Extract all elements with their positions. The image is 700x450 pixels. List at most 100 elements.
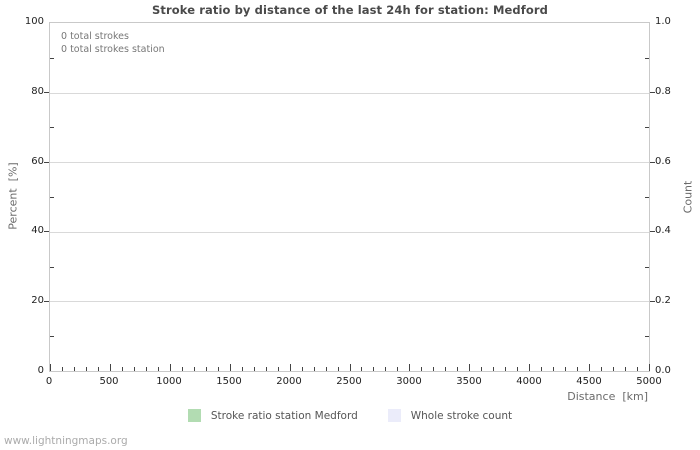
legend-item-0: Stroke ratio station Medford bbox=[187, 409, 358, 422]
x-minor-tick-4100 bbox=[541, 367, 543, 371]
y-left-tick-label-80: 80 bbox=[31, 86, 44, 97]
x-major-tick-1500 bbox=[229, 364, 231, 371]
y-right-tick-label-0.0: 0.0 bbox=[655, 365, 671, 376]
y-left-minor-tick-90 bbox=[50, 58, 54, 59]
y-left-tick-label-100: 100 bbox=[24, 16, 44, 27]
x-minor-tick-3300 bbox=[445, 367, 447, 371]
y-left-tick-label-40: 40 bbox=[31, 225, 44, 236]
legend-swatch-1 bbox=[387, 409, 401, 422]
x-tick-label-0: 0 bbox=[45, 376, 53, 387]
x-minor-tick-2900 bbox=[397, 367, 399, 371]
legend-swatch-0 bbox=[187, 409, 201, 422]
x-minor-tick-400 bbox=[97, 367, 99, 371]
x-minor-tick-3600 bbox=[481, 367, 483, 371]
x-minor-tick-1300 bbox=[205, 367, 207, 371]
chart-legend: Stroke ratio station Medford Whole stroke… bbox=[0, 409, 700, 422]
x-tick-label-4500: 4500 bbox=[576, 376, 602, 387]
watermark-text: www.lightningmaps.org bbox=[4, 435, 128, 447]
y-left-tick-label-20: 20 bbox=[31, 295, 44, 306]
plot-area: 0 total strokes 0 total strokes station bbox=[49, 22, 650, 372]
x-minor-tick-4600 bbox=[601, 367, 603, 371]
x-major-tick-500 bbox=[109, 364, 111, 371]
x-minor-tick-200 bbox=[73, 367, 75, 371]
x-minor-tick-600 bbox=[121, 367, 123, 371]
y-left-minor-tick-50 bbox=[50, 197, 54, 198]
x-minor-tick-4700 bbox=[613, 367, 615, 371]
gridline-80 bbox=[50, 93, 649, 94]
x-tick-label-5000: 5000 bbox=[636, 376, 662, 387]
totals-annotation: 0 total strokes 0 total strokes station bbox=[61, 31, 165, 55]
y-right-tick-label-1.0: 1.0 bbox=[655, 16, 671, 27]
y-left-minor-tick-70 bbox=[50, 127, 54, 128]
x-minor-tick-2700 bbox=[373, 367, 375, 371]
y-right-major-tick-0.8 bbox=[650, 92, 655, 93]
gridline-20 bbox=[50, 301, 649, 302]
x-major-tick-1000 bbox=[169, 364, 171, 371]
x-major-tick-3000 bbox=[409, 364, 411, 371]
y-right-minor-tick-0.5 bbox=[645, 197, 649, 198]
x-minor-tick-2100 bbox=[301, 367, 303, 371]
x-minor-tick-1100 bbox=[181, 367, 183, 371]
y-right-tick-label-0.4: 0.4 bbox=[655, 225, 671, 236]
x-minor-tick-1400 bbox=[217, 367, 219, 371]
y-right-tick-label-0.2: 0.2 bbox=[655, 295, 671, 306]
x-minor-tick-800 bbox=[145, 367, 147, 371]
y-left-major-tick-40 bbox=[44, 231, 49, 232]
x-minor-tick-2400 bbox=[337, 367, 339, 371]
y-left-minor-tick-10 bbox=[50, 336, 54, 337]
x-major-tick-4000 bbox=[529, 364, 531, 371]
legend-label-0: Stroke ratio station Medford bbox=[210, 409, 358, 422]
y-left-minor-tick-30 bbox=[50, 267, 54, 268]
x-tick-label-500: 500 bbox=[99, 376, 119, 387]
x-tick-label-4000: 4000 bbox=[516, 376, 542, 387]
x-minor-tick-1600 bbox=[241, 367, 243, 371]
x-minor-tick-700 bbox=[133, 367, 135, 371]
x-major-tick-2000 bbox=[289, 364, 291, 371]
x-minor-tick-4400 bbox=[577, 367, 579, 371]
y-right-minor-tick-0.1 bbox=[645, 336, 649, 337]
x-tick-label-2000: 2000 bbox=[276, 376, 302, 387]
y-left-major-tick-60 bbox=[44, 162, 49, 163]
x-minor-tick-4900 bbox=[637, 367, 639, 371]
x-minor-tick-3200 bbox=[433, 367, 435, 371]
x-minor-tick-3400 bbox=[457, 367, 459, 371]
x-tick-label-1000: 1000 bbox=[156, 376, 182, 387]
x-minor-tick-3900 bbox=[517, 367, 519, 371]
legend-item-1: Whole stroke count bbox=[387, 409, 513, 422]
y-right-minor-tick-0.9 bbox=[645, 58, 649, 59]
x-minor-tick-2300 bbox=[325, 367, 327, 371]
gridline-40 bbox=[50, 232, 649, 233]
x-minor-tick-2800 bbox=[385, 367, 387, 371]
y-right-major-tick-0.2 bbox=[650, 301, 655, 302]
y-left-major-tick-20 bbox=[44, 301, 49, 302]
x-tick-label-2500: 2500 bbox=[336, 376, 362, 387]
x-minor-tick-1900 bbox=[277, 367, 279, 371]
y-left-tick-label-60: 60 bbox=[31, 156, 44, 167]
x-minor-tick-1200 bbox=[193, 367, 195, 371]
legend-label-1: Whole stroke count bbox=[410, 409, 513, 422]
y-left-major-tick-80 bbox=[44, 92, 49, 93]
x-minor-tick-3100 bbox=[421, 367, 423, 371]
x-minor-tick-1700 bbox=[253, 367, 255, 371]
x-minor-tick-2200 bbox=[313, 367, 315, 371]
y-axis-left-title: Percent [%] bbox=[6, 162, 20, 230]
y-right-major-tick-0.6 bbox=[650, 162, 655, 163]
x-minor-tick-3700 bbox=[493, 367, 495, 371]
x-tick-label-3000: 3000 bbox=[396, 376, 422, 387]
y-left-tick-label-0: 0 bbox=[37, 365, 44, 376]
y-right-minor-tick-0.3 bbox=[645, 267, 649, 268]
x-minor-tick-1800 bbox=[265, 367, 267, 371]
y-right-tick-label-0.8: 0.8 bbox=[655, 86, 671, 97]
y-right-tick-label-0.6: 0.6 bbox=[655, 156, 671, 167]
x-minor-tick-300 bbox=[85, 367, 87, 371]
y-axis-right-title: Count bbox=[681, 180, 695, 214]
x-major-tick-3500 bbox=[469, 364, 471, 371]
x-tick-label-1500: 1500 bbox=[216, 376, 242, 387]
x-minor-tick-3800 bbox=[505, 367, 507, 371]
y-right-major-tick-0.4 bbox=[650, 231, 655, 232]
chart-title: Stroke ratio by distance of the last 24h… bbox=[152, 3, 548, 17]
x-major-tick-2500 bbox=[349, 364, 351, 371]
x-minor-tick-4200 bbox=[553, 367, 555, 371]
x-minor-tick-100 bbox=[61, 367, 63, 371]
